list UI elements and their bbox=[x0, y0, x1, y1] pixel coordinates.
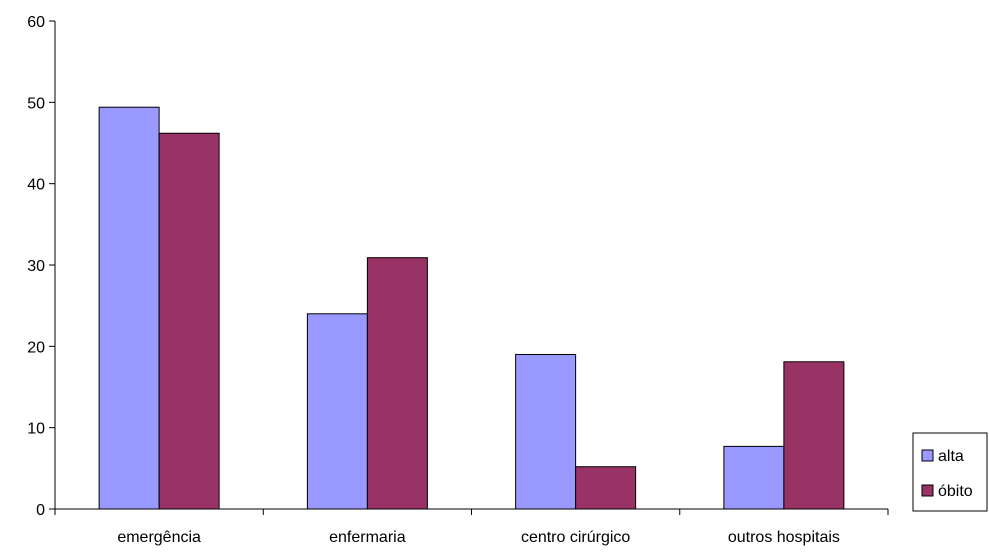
x-tick-label: emergência bbox=[117, 529, 201, 546]
y-tick-label: 20 bbox=[27, 339, 45, 356]
bar-alta-3 bbox=[723, 445, 785, 510]
y-tick-label: 40 bbox=[27, 177, 45, 194]
bars-group bbox=[98, 106, 845, 510]
bar-obito-3 bbox=[783, 361, 845, 510]
y-tick-label: 0 bbox=[36, 502, 45, 519]
y-tick-label: 60 bbox=[27, 14, 45, 31]
legend-label-alta: alta bbox=[938, 448, 964, 465]
x-tick-label: enfermaria bbox=[329, 529, 406, 546]
legend: alta óbito bbox=[912, 432, 988, 512]
legend-label-obito: óbito bbox=[938, 483, 973, 500]
legend-swatch-obito bbox=[921, 484, 934, 497]
legend-swatch-alta bbox=[921, 449, 934, 462]
bar-obito-2 bbox=[575, 466, 637, 510]
bar-obito-0 bbox=[158, 132, 220, 510]
x-tick-label: centro cirúrgico bbox=[521, 529, 630, 546]
y-tick-label: 10 bbox=[27, 421, 45, 438]
y-tick-label: 30 bbox=[27, 258, 45, 275]
y-tick-label: 50 bbox=[27, 95, 45, 112]
axes-group: 0 10 20 30 40 50 60 emergência enfermaria centro … bbox=[27, 14, 889, 546]
bar-alta-2 bbox=[515, 353, 577, 510]
bar-obito-1 bbox=[366, 257, 428, 510]
legend-box bbox=[912, 432, 988, 512]
bar-alta-1 bbox=[306, 313, 368, 510]
x-tick-label: outros hospitais bbox=[728, 529, 840, 546]
bar-alta-0 bbox=[98, 106, 160, 510]
